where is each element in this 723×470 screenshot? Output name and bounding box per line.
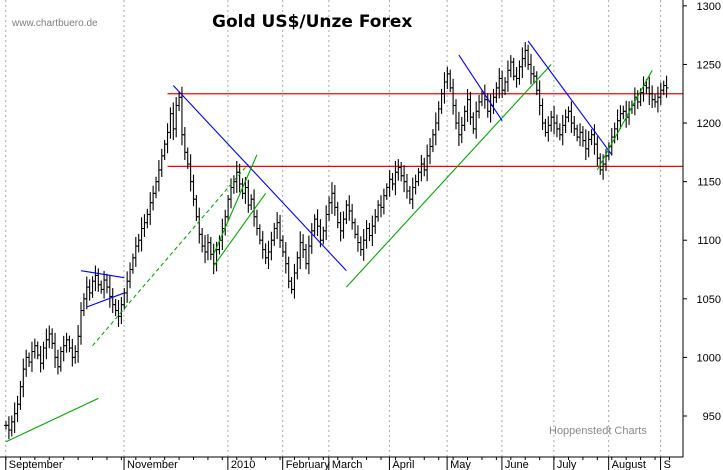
x-tick-label-2: 2010 [231, 459, 255, 470]
y-tick-label-1000: 1000 [697, 352, 721, 364]
y-tick-label-1250: 1250 [697, 59, 721, 71]
y-tick-label-1050: 1050 [697, 294, 721, 306]
trend-line-7 [345, 64, 552, 288]
plot-frame [0, 0, 684, 458]
x-tick-label-1: November [127, 459, 178, 470]
watermark: www.chartbuero.de [11, 18, 98, 29]
y-tick-label-1150: 1150 [697, 177, 721, 189]
trend-line-2 [80, 270, 125, 279]
price-bar-229 [664, 75, 669, 98]
trend-line-1 [92, 163, 249, 347]
x-tick-label-6: May [450, 459, 471, 470]
trend-line-8 [458, 54, 503, 121]
y-tick-label-1300: 1300 [697, 1, 721, 13]
trend-line-5 [213, 154, 258, 255]
x-tick-label-4: March [332, 459, 363, 470]
x-tick-label-10: S [664, 459, 671, 470]
trend-line-10 [596, 70, 653, 171]
x-tick-label-8: July [557, 459, 577, 470]
trend-line-9 [527, 40, 613, 156]
trend-line-0 [5, 397, 99, 443]
y-tick-label-1100: 1100 [697, 235, 721, 247]
source-credit: Hoppenstedt Charts [549, 425, 647, 437]
trend-lines [5, 40, 653, 443]
chart-title: Gold US$/Unze Forex [212, 12, 412, 32]
x-tick-label-5: April [392, 459, 414, 470]
x-axis: September November 2010 February March April M… [5, 457, 671, 470]
x-tick-label-7: June [505, 459, 529, 470]
y-tick-label-1200: 1200 [697, 118, 721, 130]
trend-line-4 [172, 85, 347, 272]
x-tick-label-9: August [612, 459, 646, 470]
trend-line-3 [86, 292, 125, 308]
x-tick-label-3: February [286, 459, 331, 470]
trend-line-6 [213, 193, 267, 267]
resistance-support-lines [167, 93, 683, 167]
price-bars [4, 41, 669, 440]
x-tick-label-0: September [9, 459, 63, 470]
y-axis: 950 1000 1050 1100 1150 1200 1250 1300 [683, 1, 721, 423]
y-tick-label-950: 950 [703, 411, 721, 423]
